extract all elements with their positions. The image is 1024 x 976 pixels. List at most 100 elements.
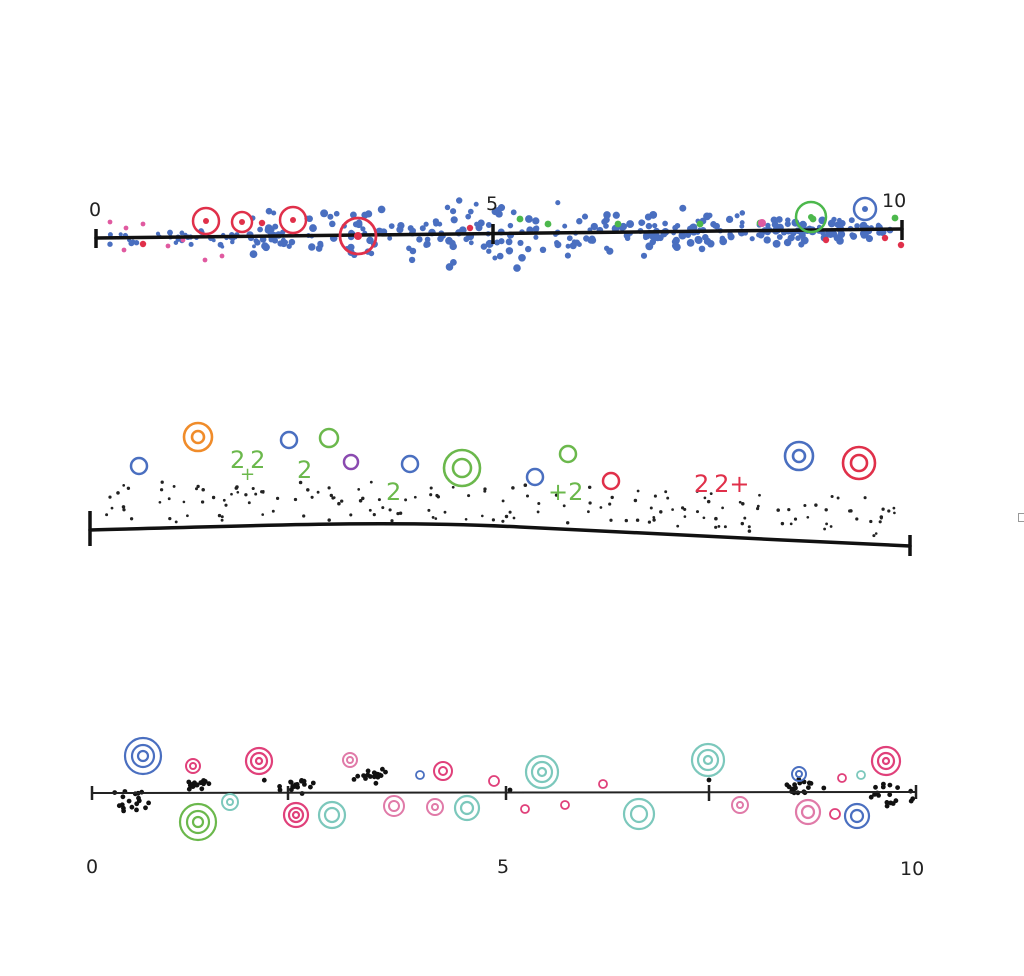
middle-black-dot xyxy=(525,494,530,498)
middle-axis-line xyxy=(88,522,912,548)
top-blue-dot xyxy=(107,232,113,238)
bottom-black-dot xyxy=(206,781,212,787)
middle-black-dot xyxy=(388,508,392,512)
bottom-black-dot xyxy=(301,778,307,784)
middle-green-ring xyxy=(318,427,340,449)
top-blue-dot xyxy=(644,213,652,221)
middle-black-dot xyxy=(721,506,724,510)
middle-black-dot xyxy=(787,507,791,512)
middle-black-dot xyxy=(316,490,320,494)
middle-black-dot xyxy=(298,480,303,485)
middle-black-dot xyxy=(824,508,828,512)
middle-black-dot xyxy=(823,527,827,531)
bottom-black-dot xyxy=(129,804,135,810)
bottom-pink-ring xyxy=(488,775,500,787)
middle-black-dot xyxy=(337,501,341,506)
top-blue-dot xyxy=(480,243,488,250)
bottom-black-dot xyxy=(365,772,371,778)
top-blue-dot xyxy=(662,220,668,227)
top-blue-dot xyxy=(513,264,521,272)
bottom-rose-ring xyxy=(794,798,822,826)
middle-black-dot xyxy=(377,498,381,502)
bottom-black-dot xyxy=(507,787,513,793)
bottom-pink-ring xyxy=(185,758,201,774)
middle-black-dot xyxy=(302,514,306,518)
bottom-black-dot xyxy=(383,769,388,775)
edge-marker xyxy=(1018,513,1024,522)
middle-black-dot xyxy=(368,508,372,512)
middle-black-dot xyxy=(451,485,455,489)
top-blue-dot xyxy=(349,211,357,219)
top-blue-dot xyxy=(565,243,571,249)
middle-black-dot xyxy=(849,509,853,513)
bottom-black-dot xyxy=(351,777,357,782)
middle-black-dot xyxy=(793,517,798,521)
top-blue-dot xyxy=(320,209,329,218)
middle-black-dot xyxy=(251,486,255,491)
middle-black-dot xyxy=(683,515,687,518)
top-blue-dot xyxy=(507,222,514,229)
middle-black-dot xyxy=(741,502,745,506)
top-pink-dot xyxy=(165,243,171,249)
top-blue-dot xyxy=(836,217,842,223)
bottom-teal-ring xyxy=(453,794,481,822)
bottom-black-dot xyxy=(365,768,371,774)
bottom-black-dot xyxy=(126,798,132,804)
bottom-panel: 0 5 10 xyxy=(86,736,924,880)
middle-black-dot xyxy=(501,499,505,503)
bottom-black-dot xyxy=(194,782,200,788)
middle-black-dot xyxy=(717,525,721,528)
bottom-axis-line xyxy=(91,791,917,794)
middle-black-dot xyxy=(361,496,365,501)
middle-black-dot xyxy=(565,521,570,525)
top-blue-dot xyxy=(710,221,717,228)
top-tick-label-0: 0 xyxy=(89,199,101,221)
top-blue-dot xyxy=(423,241,430,249)
middle-black-dot xyxy=(706,499,711,504)
top-blue-dot xyxy=(698,245,706,253)
top-blue-dot xyxy=(626,220,635,229)
middle-black-dot xyxy=(329,493,333,498)
top-blue-dot xyxy=(672,236,680,245)
top-blue-dot xyxy=(576,218,583,225)
bottom-teal-ring xyxy=(856,770,866,780)
top-blue-dot xyxy=(497,204,506,212)
middle-black-dot xyxy=(747,529,752,533)
middle-black-dot xyxy=(261,513,265,516)
middle-black-dot xyxy=(536,510,540,514)
top-blue-dot xyxy=(449,242,457,251)
bottom-tick-label-5: 5 xyxy=(497,856,509,878)
bottom-black-dot xyxy=(143,805,148,811)
top-blue-dot xyxy=(368,250,375,257)
bottom-ring-markers xyxy=(123,736,902,842)
bottom-black-dot xyxy=(887,782,893,788)
middle-black-dot xyxy=(740,521,745,526)
middle-black-dot xyxy=(200,500,205,504)
top-blue-dot xyxy=(179,230,185,236)
top-blue-dot xyxy=(309,224,317,233)
middle-black-dot xyxy=(332,496,336,499)
top-blue-dot xyxy=(329,220,336,228)
bottom-black-dot xyxy=(373,780,379,786)
bottom-rose-ring xyxy=(383,795,405,817)
middle-black-dot xyxy=(695,510,700,514)
middle-squiggle-1: 2 2 xyxy=(230,446,265,474)
bottom-black-dot xyxy=(793,785,798,791)
top-blue-dot xyxy=(450,216,458,224)
middle-black-dot xyxy=(780,521,785,526)
top-blue-dot xyxy=(787,234,795,242)
middle-black-dot xyxy=(609,518,613,522)
bottom-dot-cloud xyxy=(112,766,916,814)
middle-black-dot xyxy=(695,489,699,493)
top-blue-dot xyxy=(173,240,179,245)
middle-black-dot xyxy=(261,491,265,494)
bottom-blue-ring xyxy=(843,802,871,830)
bottom-teal-ring xyxy=(622,797,656,831)
middle-black-dot xyxy=(709,492,713,496)
top-blue-dot xyxy=(703,239,710,245)
top-blue-dot xyxy=(673,243,681,251)
top-blue-dot xyxy=(638,219,645,226)
top-blue-dot xyxy=(377,205,386,214)
top-blue-dot xyxy=(467,208,474,215)
top-pink-dot xyxy=(140,221,146,227)
